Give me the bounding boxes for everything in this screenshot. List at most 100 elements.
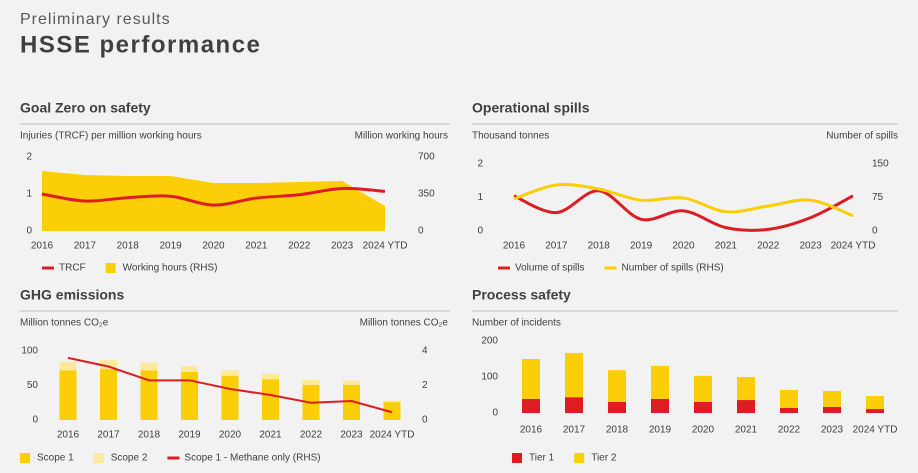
y-tick-label: 0 — [492, 408, 498, 419]
x-tick-label: 2018 — [588, 241, 611, 252]
y-tick-label: 0 — [26, 226, 32, 237]
x-tick-label: 2016 — [503, 241, 526, 252]
bar — [737, 377, 755, 401]
legend-label: Working hours (RHS) — [123, 263, 218, 274]
y2-tick-label: 0 — [422, 415, 428, 426]
bar — [694, 401, 712, 413]
bar — [221, 370, 239, 376]
x-tick-label: 2016 — [520, 425, 543, 436]
legend-label: TRCF — [59, 263, 86, 274]
x-tick-label: 2019 — [178, 430, 201, 441]
bar — [140, 370, 158, 420]
chart-title: Goal Zero on safety — [20, 100, 151, 116]
x-tick-label: 2020 — [219, 430, 242, 441]
x-tick-label: 2021 — [735, 425, 758, 436]
x-tick-label: 2024 YTD — [363, 241, 408, 252]
x-tick-label: 2022 — [288, 241, 311, 252]
x-tick-label: 2017 — [74, 241, 97, 252]
x-tick-label: 2022 — [300, 430, 323, 441]
x-tick-label: 2020 — [202, 241, 225, 252]
x-tick-label: 2018 — [138, 430, 161, 441]
bar — [262, 379, 279, 420]
y-axis-title: Number of incidents — [472, 318, 561, 329]
bar — [780, 407, 798, 413]
x-tick-label: 2022 — [757, 241, 780, 252]
y2-tick-label: 150 — [872, 159, 889, 170]
bar — [651, 365, 669, 399]
bar — [565, 352, 583, 398]
legend-swatch — [574, 453, 585, 463]
y2-tick-label: 700 — [418, 152, 435, 163]
x-tick-label: 2023 — [340, 430, 363, 441]
x-tick-label: 2018 — [117, 241, 140, 252]
bar — [140, 362, 158, 371]
legend-swatch — [20, 453, 30, 463]
y-tick-label: 1 — [477, 192, 483, 203]
x-tick-label: 2024 YTD — [853, 425, 898, 436]
x-tick-label: 2017 — [563, 425, 586, 436]
line — [513, 189, 854, 232]
y-axis-title: Thousand tonnes — [472, 131, 549, 142]
x-tick-label: 2017 — [545, 241, 568, 252]
bar — [565, 397, 583, 413]
x-tick-label: 2022 — [778, 425, 801, 436]
x-tick-label: 2019 — [649, 425, 672, 436]
legend-swatch — [93, 453, 104, 463]
x-tick-label: 2019 — [160, 241, 183, 252]
y2-axis-title: Million working hours — [355, 131, 448, 142]
chart-title: Process safety — [472, 287, 571, 303]
x-tick-label: 2021 — [259, 430, 282, 441]
bar — [343, 380, 360, 385]
bar — [866, 409, 884, 413]
bar — [694, 375, 712, 402]
line — [41, 186, 386, 207]
chart-title: Operational spills — [472, 100, 590, 116]
legend-label: Scope 1 - Methane only (RHS) — [184, 453, 320, 464]
y-tick-label: 0 — [477, 226, 483, 237]
y-tick-label: 2 — [26, 152, 32, 163]
y-tick-label: 100 — [21, 346, 38, 357]
bar — [608, 370, 626, 402]
bar — [59, 370, 77, 420]
bar — [100, 368, 117, 420]
bar — [522, 359, 540, 399]
bar — [737, 400, 755, 413]
bar — [823, 391, 841, 407]
bar — [866, 396, 884, 410]
line — [513, 183, 854, 218]
bar — [262, 373, 279, 380]
x-tick-label: 2023 — [800, 241, 823, 252]
x-tick-label: 2024 YTD — [831, 241, 876, 252]
legend-label: Scope 1 — [37, 453, 74, 464]
x-tick-label: 2016 — [31, 241, 54, 252]
bar — [100, 359, 117, 369]
y-tick-label: 0 — [32, 415, 38, 426]
legend-label: Number of spills (RHS) — [621, 263, 723, 274]
page-kicker: Preliminary results — [20, 11, 171, 28]
legend-label: Scope 2 — [111, 453, 148, 464]
y2-axis-title: Number of spills — [826, 131, 898, 142]
bar — [302, 379, 320, 385]
x-tick-label: 2018 — [606, 425, 629, 436]
legend-swatch — [105, 263, 116, 273]
bar — [651, 398, 669, 413]
x-tick-label: 2021 — [715, 241, 738, 252]
y-tick-label: 1 — [26, 189, 32, 200]
y-axis-title: Million tonnes CO₂e — [20, 318, 109, 329]
bar — [522, 398, 540, 413]
bar — [608, 401, 626, 413]
y2-tick-label: 75 — [872, 192, 884, 203]
y2-tick-label: 4 — [422, 346, 428, 357]
y-tick-label: 100 — [481, 372, 498, 383]
x-tick-label: 2016 — [57, 430, 80, 441]
x-tick-label: 2017 — [97, 430, 120, 441]
y-axis-title: Injuries (TRCF) per million working hour… — [20, 131, 202, 142]
legend-label: Tier 2 — [591, 453, 617, 464]
bar — [181, 366, 198, 372]
x-tick-label: 2021 — [245, 241, 268, 252]
y-tick-label: 2 — [477, 159, 483, 170]
x-tick-label: 2019 — [630, 241, 653, 252]
y2-tick-label: 2 — [422, 380, 428, 391]
x-tick-label: 2024 YTD — [370, 430, 415, 441]
